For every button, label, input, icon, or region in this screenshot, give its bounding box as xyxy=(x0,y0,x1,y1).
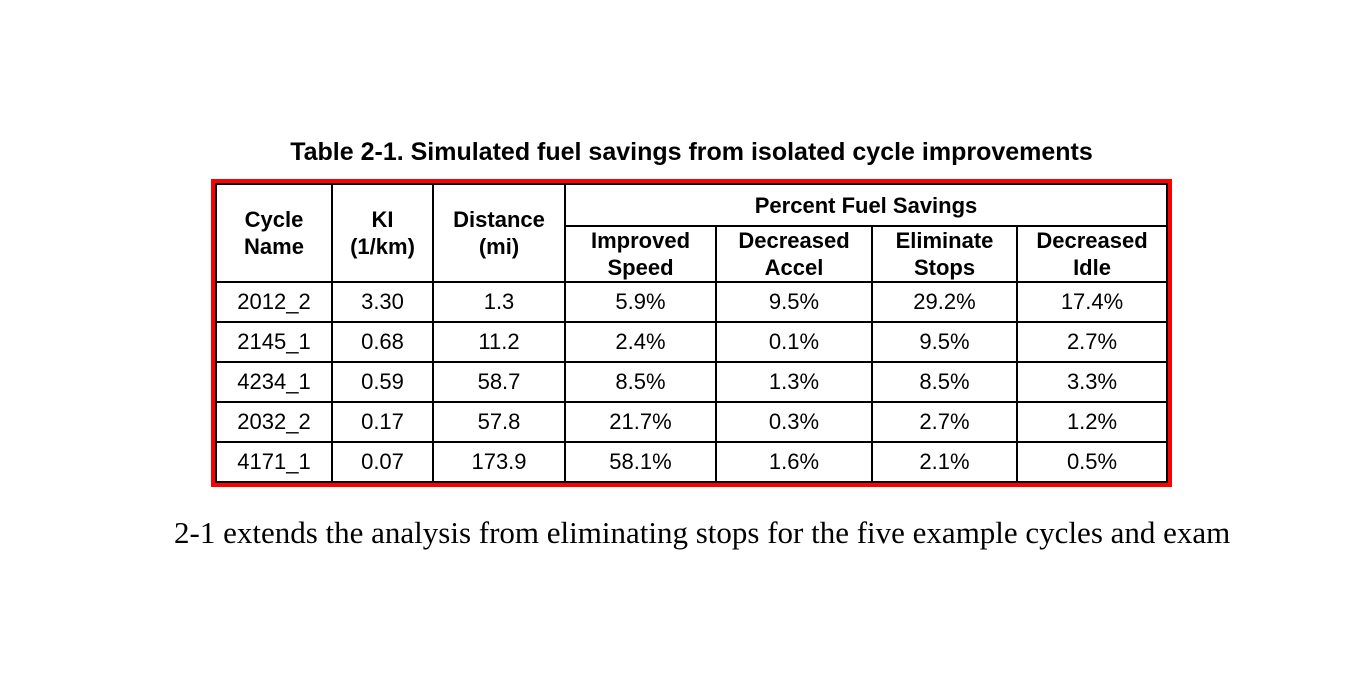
sub-header-improved-speed: Improved Speed xyxy=(564,225,717,283)
cell-decreased-accel: 0.1% xyxy=(715,321,873,363)
cell-decreased-idle: 3.3% xyxy=(1015,361,1169,403)
fuel-savings-table: Cycle Name KI (1/km) Distance (mi) Perce… xyxy=(215,183,1169,483)
table-row: 2012_2 3.30 1.3 5.9% 9.5% 29.2% 17.4% xyxy=(215,281,1169,323)
cell-eliminate-stops: 9.5% xyxy=(871,321,1018,363)
cell-improved-speed: 5.9% xyxy=(564,281,717,323)
table-row: 4234_1 0.59 58.7 8.5% 1.3% 8.5% 3.3% xyxy=(215,361,1169,403)
cell-improved-speed: 2.4% xyxy=(564,321,717,363)
column-header-distance: Distance (mi) xyxy=(432,183,566,283)
cell-decreased-idle: 2.7% xyxy=(1015,321,1169,363)
cell-decreased-accel: 1.6% xyxy=(715,441,873,483)
cell-distance: 173.9 xyxy=(432,441,566,483)
cell-improved-speed: 8.5% xyxy=(564,361,717,403)
cell-ki: 3.30 xyxy=(331,281,434,323)
column-header-cycle-name: Cycle Name xyxy=(215,183,333,283)
table-row: 2032_2 0.17 57.8 21.7% 0.3% 2.7% 1.2% xyxy=(215,401,1169,443)
cell-decreased-idle: 0.5% xyxy=(1015,441,1169,483)
cell-cycle-name: 2032_2 xyxy=(215,401,333,443)
cell-improved-speed: 21.7% xyxy=(564,401,717,443)
cell-eliminate-stops: 2.1% xyxy=(871,441,1018,483)
cell-cycle-name: 2145_1 xyxy=(215,321,333,363)
sub-header-decreased-idle: Decreased Idle xyxy=(1015,225,1169,283)
sub-header-eliminate-stops: Eliminate Stops xyxy=(871,225,1018,283)
cell-eliminate-stops: 2.7% xyxy=(871,401,1018,443)
cell-eliminate-stops: 29.2% xyxy=(871,281,1018,323)
cell-ki: 0.07 xyxy=(331,441,434,483)
cell-ki: 0.59 xyxy=(331,361,434,403)
group-header-percent-fuel-savings: Percent Fuel Savings xyxy=(563,183,1169,227)
table-caption: Table 2-1. Simulated fuel savings from i… xyxy=(290,138,1093,166)
cell-distance: 57.8 xyxy=(432,401,566,443)
cell-eliminate-stops: 8.5% xyxy=(871,361,1018,403)
cell-distance: 58.7 xyxy=(432,361,566,403)
cell-distance: 11.2 xyxy=(432,321,566,363)
table-row: 4171_1 0.07 173.9 58.1% 1.6% 2.1% 0.5% xyxy=(215,441,1169,483)
body-paragraph: 2-1 extends the analysis from eliminatin… xyxy=(174,515,1231,550)
column-header-ki: KI (1/km) xyxy=(331,183,434,283)
cell-decreased-accel: 9.5% xyxy=(715,281,873,323)
cell-improved-speed: 58.1% xyxy=(564,441,717,483)
cell-decreased-accel: 1.3% xyxy=(715,361,873,403)
table-red-outline: Cycle Name KI (1/km) Distance (mi) Perce… xyxy=(211,179,1173,487)
cell-ki: 0.17 xyxy=(331,401,434,443)
cell-distance: 1.3 xyxy=(432,281,566,323)
sub-header-decreased-accel: Decreased Accel xyxy=(715,225,873,283)
table-row: 2145_1 0.68 11.2 2.4% 0.1% 9.5% 2.7% xyxy=(215,321,1169,363)
header-row-group: Cycle Name KI (1/km) Distance (mi) Perce… xyxy=(215,183,1169,283)
cell-decreased-accel: 0.3% xyxy=(715,401,873,443)
cell-decreased-idle: 1.2% xyxy=(1015,401,1169,443)
cell-cycle-name: 2012_2 xyxy=(215,281,333,323)
cell-ki: 0.68 xyxy=(331,321,434,363)
cell-cycle-name: 4171_1 xyxy=(215,441,333,483)
cell-cycle-name: 4234_1 xyxy=(215,361,333,403)
cell-decreased-idle: 17.4% xyxy=(1015,281,1169,323)
header-row-sub: Improved Speed Decreased Accel Eliminate… xyxy=(216,225,1169,283)
